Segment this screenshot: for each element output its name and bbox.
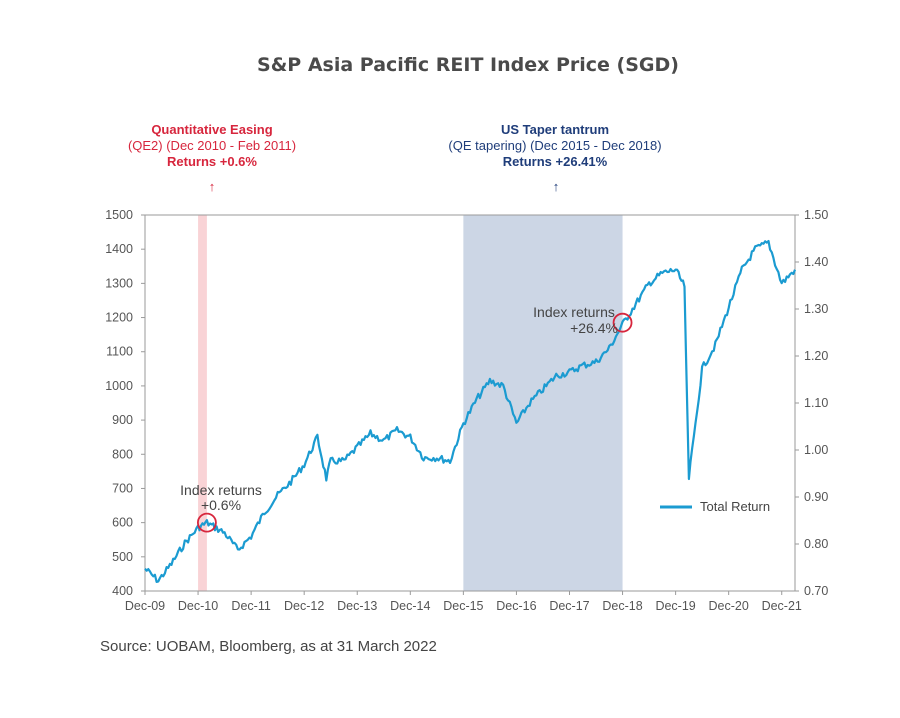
taper-point-label-line2: +26.4% (570, 320, 618, 336)
x-tick-label: Dec-16 (496, 599, 536, 613)
qe-arrow-icon: ↑ (209, 179, 216, 194)
taper-arrow-icon: ↑ (553, 179, 560, 194)
y-right-tick-label: 1.00 (804, 443, 828, 457)
y-right-tick-label: 1.40 (804, 255, 828, 269)
highlight-circle-2 (612, 312, 633, 333)
qe-annotation-title: Quantitative Easing (151, 122, 272, 137)
shaded-periods (198, 215, 623, 591)
x-tick-label: Dec-12 (284, 599, 324, 613)
highlight-circle-1 (197, 512, 217, 533)
y-right-tick-label: 1.20 (804, 349, 828, 363)
y-left-tick-label: 1100 (106, 345, 133, 359)
legend: Total Return (660, 499, 770, 514)
x-tick-label: Dec-20 (709, 599, 749, 613)
taper-annotation-title: US Taper tantrum (501, 122, 609, 137)
taper-annotation: US Taper tantrum (QE tapering) (Dec 2015… (448, 122, 661, 194)
source-note: Source: UOBAM, Bloomberg, as at 31 March… (100, 638, 437, 655)
y-left-tick-label: 1000 (105, 379, 133, 393)
x-tick-label: Dec-11 (231, 599, 270, 613)
qe-point-label: Index returns +0.6% (180, 482, 262, 513)
qe-point-label-line2: +0.6% (201, 497, 241, 513)
y-left-tick-label: 400 (112, 584, 133, 598)
x-tick-label: Dec-18 (602, 599, 642, 613)
x-tick-label: Dec-15 (443, 599, 483, 613)
x-tick-label: Dec-10 (178, 599, 218, 613)
taper-point-label: Index returns +26.4% (533, 304, 618, 336)
x-tick-label: Dec-09 (125, 599, 165, 613)
taper-point-label-line1: Index returns (533, 304, 615, 320)
y-left-tick-label: 1300 (105, 276, 133, 290)
x-tick-label: Dec-21 (762, 599, 802, 613)
x-tick-label: Dec-17 (549, 599, 589, 613)
qe-point-label-line1: Index returns (180, 482, 262, 498)
y-left-tick-label: 500 (112, 550, 133, 564)
series-line-total-return (144, 239, 797, 583)
y-left-tick-label: 800 (112, 447, 133, 461)
y-left-tick-label: 900 (112, 413, 133, 427)
axes: 400 500 600 700 800 900 1000 1100 1200 1300 1400 15… (105, 208, 828, 613)
y-right-tick-label: 1.10 (804, 396, 828, 410)
y-right-tick-label: 1.30 (804, 302, 828, 316)
y-right-tick-label: 0.80 (804, 537, 828, 551)
qe-annotation-returns: Returns +0.6% (167, 154, 257, 169)
highlight-markers (197, 312, 633, 533)
qe-annotation-period: (QE2) (Dec 2010 - Feb 2011) (128, 138, 296, 153)
y-right-tick-label: 0.90 (804, 490, 828, 504)
series-lines (144, 239, 797, 583)
taper-annotation-returns: Returns +26.41% (503, 154, 608, 169)
x-tick-label: Dec-13 (337, 599, 377, 613)
qe-annotation: Quantitative Easing (QE2) (Dec 2010 - Fe… (128, 122, 296, 194)
y-left-tick-label: 600 (112, 516, 133, 530)
y-left-tick-label: 1400 (105, 242, 133, 256)
x-tick-label: Dec-19 (655, 599, 695, 613)
y-left-tick-label: 700 (112, 481, 133, 495)
legend-label: Total Return (700, 499, 770, 514)
shaded-period-2 (463, 215, 623, 591)
chart-title: S&P Asia Pacific REIT Index Price (SGD) (257, 54, 679, 76)
y-left-tick-label: 1500 (105, 208, 133, 222)
shaded-period-1 (198, 215, 207, 591)
y-right-tick-label: 0.70 (804, 584, 828, 598)
y-left-tick-label: 1200 (105, 311, 133, 325)
taper-annotation-period: (QE tapering) (Dec 2015 - Dec 2018) (448, 138, 661, 153)
y-right-tick-label: 1.50 (804, 208, 828, 222)
x-tick-label: Dec-14 (390, 599, 430, 613)
